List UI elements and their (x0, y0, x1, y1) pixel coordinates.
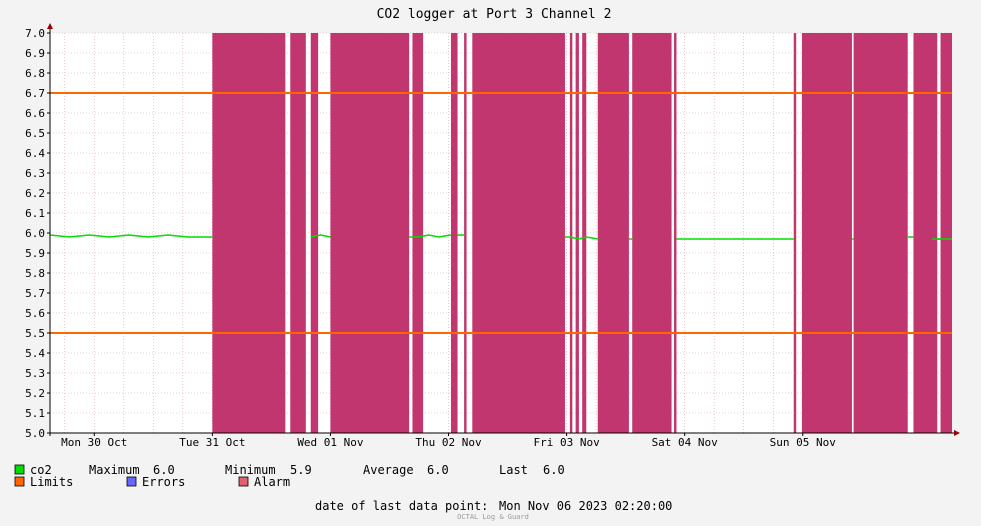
alarm-period (597, 33, 629, 433)
legend-last-value: 6.0 (543, 463, 565, 477)
y-tick-label: 5.6 (25, 307, 45, 320)
y-tick-label: 6.2 (25, 187, 45, 200)
x-tick-label: Mon 30 Oct (61, 436, 127, 449)
y-tick-label: 5.4 (25, 347, 45, 360)
y-tick-label: 5.1 (25, 407, 45, 420)
alarm-period (940, 33, 952, 433)
legend-swatch-errors (126, 476, 137, 487)
alarm-period (569, 33, 573, 433)
y-tick-label: 5.0 (25, 427, 45, 440)
y-tick-label: 6.0 (25, 227, 45, 240)
series-line-co2 (310, 234, 331, 238)
alarm-period (472, 33, 565, 433)
x-axis-arrow (954, 430, 960, 436)
alarm-period (853, 33, 908, 433)
y-tick-label: 6.3 (25, 167, 45, 180)
alarm-period (575, 33, 579, 433)
legend-last-label: Last (499, 463, 528, 477)
legend-swatch-co2 (14, 464, 25, 475)
legend-label-limits: Limits (30, 475, 73, 489)
alarm-period (412, 33, 424, 433)
alarm-period (212, 33, 286, 433)
x-tick-label: Wed 01 Nov (297, 436, 364, 449)
legend-label-errors: Errors (142, 475, 185, 489)
y-tick-label: 5.8 (25, 267, 45, 280)
y-tick-label: 5.3 (25, 367, 45, 380)
legend-max-value: 6.0 (153, 463, 175, 477)
alarm-period (464, 33, 467, 433)
last-point-label: date of last data point: (315, 499, 488, 513)
legend-label-co2: co2 (30, 463, 52, 477)
series-line-co2 (49, 234, 213, 238)
y-tick-label: 5.9 (25, 247, 45, 260)
legend-swatch-limits (14, 476, 25, 487)
legend: co2 Maximum 6.0 Minimum 5.9 Average 6.0 … (14, 463, 565, 489)
y-axis-arrow (47, 23, 53, 29)
y-tick-label: 6.8 (25, 67, 45, 80)
alarm-period (310, 33, 319, 433)
x-tick-label: Thu 02 Nov (415, 436, 482, 449)
legend-avg-value: 6.0 (427, 463, 449, 477)
alarm-period (330, 33, 410, 433)
alarm-period (582, 33, 587, 433)
chart-title: CO2 logger at Port 3 Channel 2 (377, 7, 612, 22)
x-tick-label: Fri 03 Nov (533, 436, 600, 449)
alarm-period (674, 33, 677, 433)
x-tick-label: Sat 04 Nov (652, 436, 719, 449)
watermark: OCTAL Log & Guard (457, 513, 529, 521)
legend-max-label: Maximum (89, 463, 140, 477)
series-line-co2 (565, 236, 598, 240)
legend-swatch-alarm (238, 476, 249, 487)
legend-avg-label: Average (363, 463, 414, 477)
y-tick-label: 6.4 (25, 147, 45, 160)
legend-min-value: 5.9 (290, 463, 312, 477)
x-tick-label: Sun 05 Nov (770, 436, 837, 449)
alarm-period (801, 33, 852, 433)
last-point-value: Mon Nov 06 2023 02:20:00 (499, 499, 672, 513)
alarm-period (793, 33, 797, 433)
y-tick-label: 5.7 (25, 287, 45, 300)
y-tick-label: 6.9 (25, 47, 45, 60)
legend-label-alarm: Alarm (254, 475, 290, 489)
x-tick-label: Tue 31 Oct (179, 436, 245, 449)
y-tick-label: 6.6 (25, 107, 45, 120)
alarm-period (632, 33, 672, 433)
legend-min-label: Minimum (225, 463, 276, 477)
y-tick-label: 6.7 (25, 87, 45, 100)
y-tick-label: 5.2 (25, 387, 45, 400)
y-tick-label: 6.5 (25, 127, 45, 140)
alarm-period (450, 33, 458, 433)
y-tick-label: 5.5 (25, 327, 45, 340)
series-line-co2 (409, 234, 452, 238)
y-tick-label: 7.0 (25, 27, 45, 40)
y-tick-label: 6.1 (25, 207, 45, 220)
